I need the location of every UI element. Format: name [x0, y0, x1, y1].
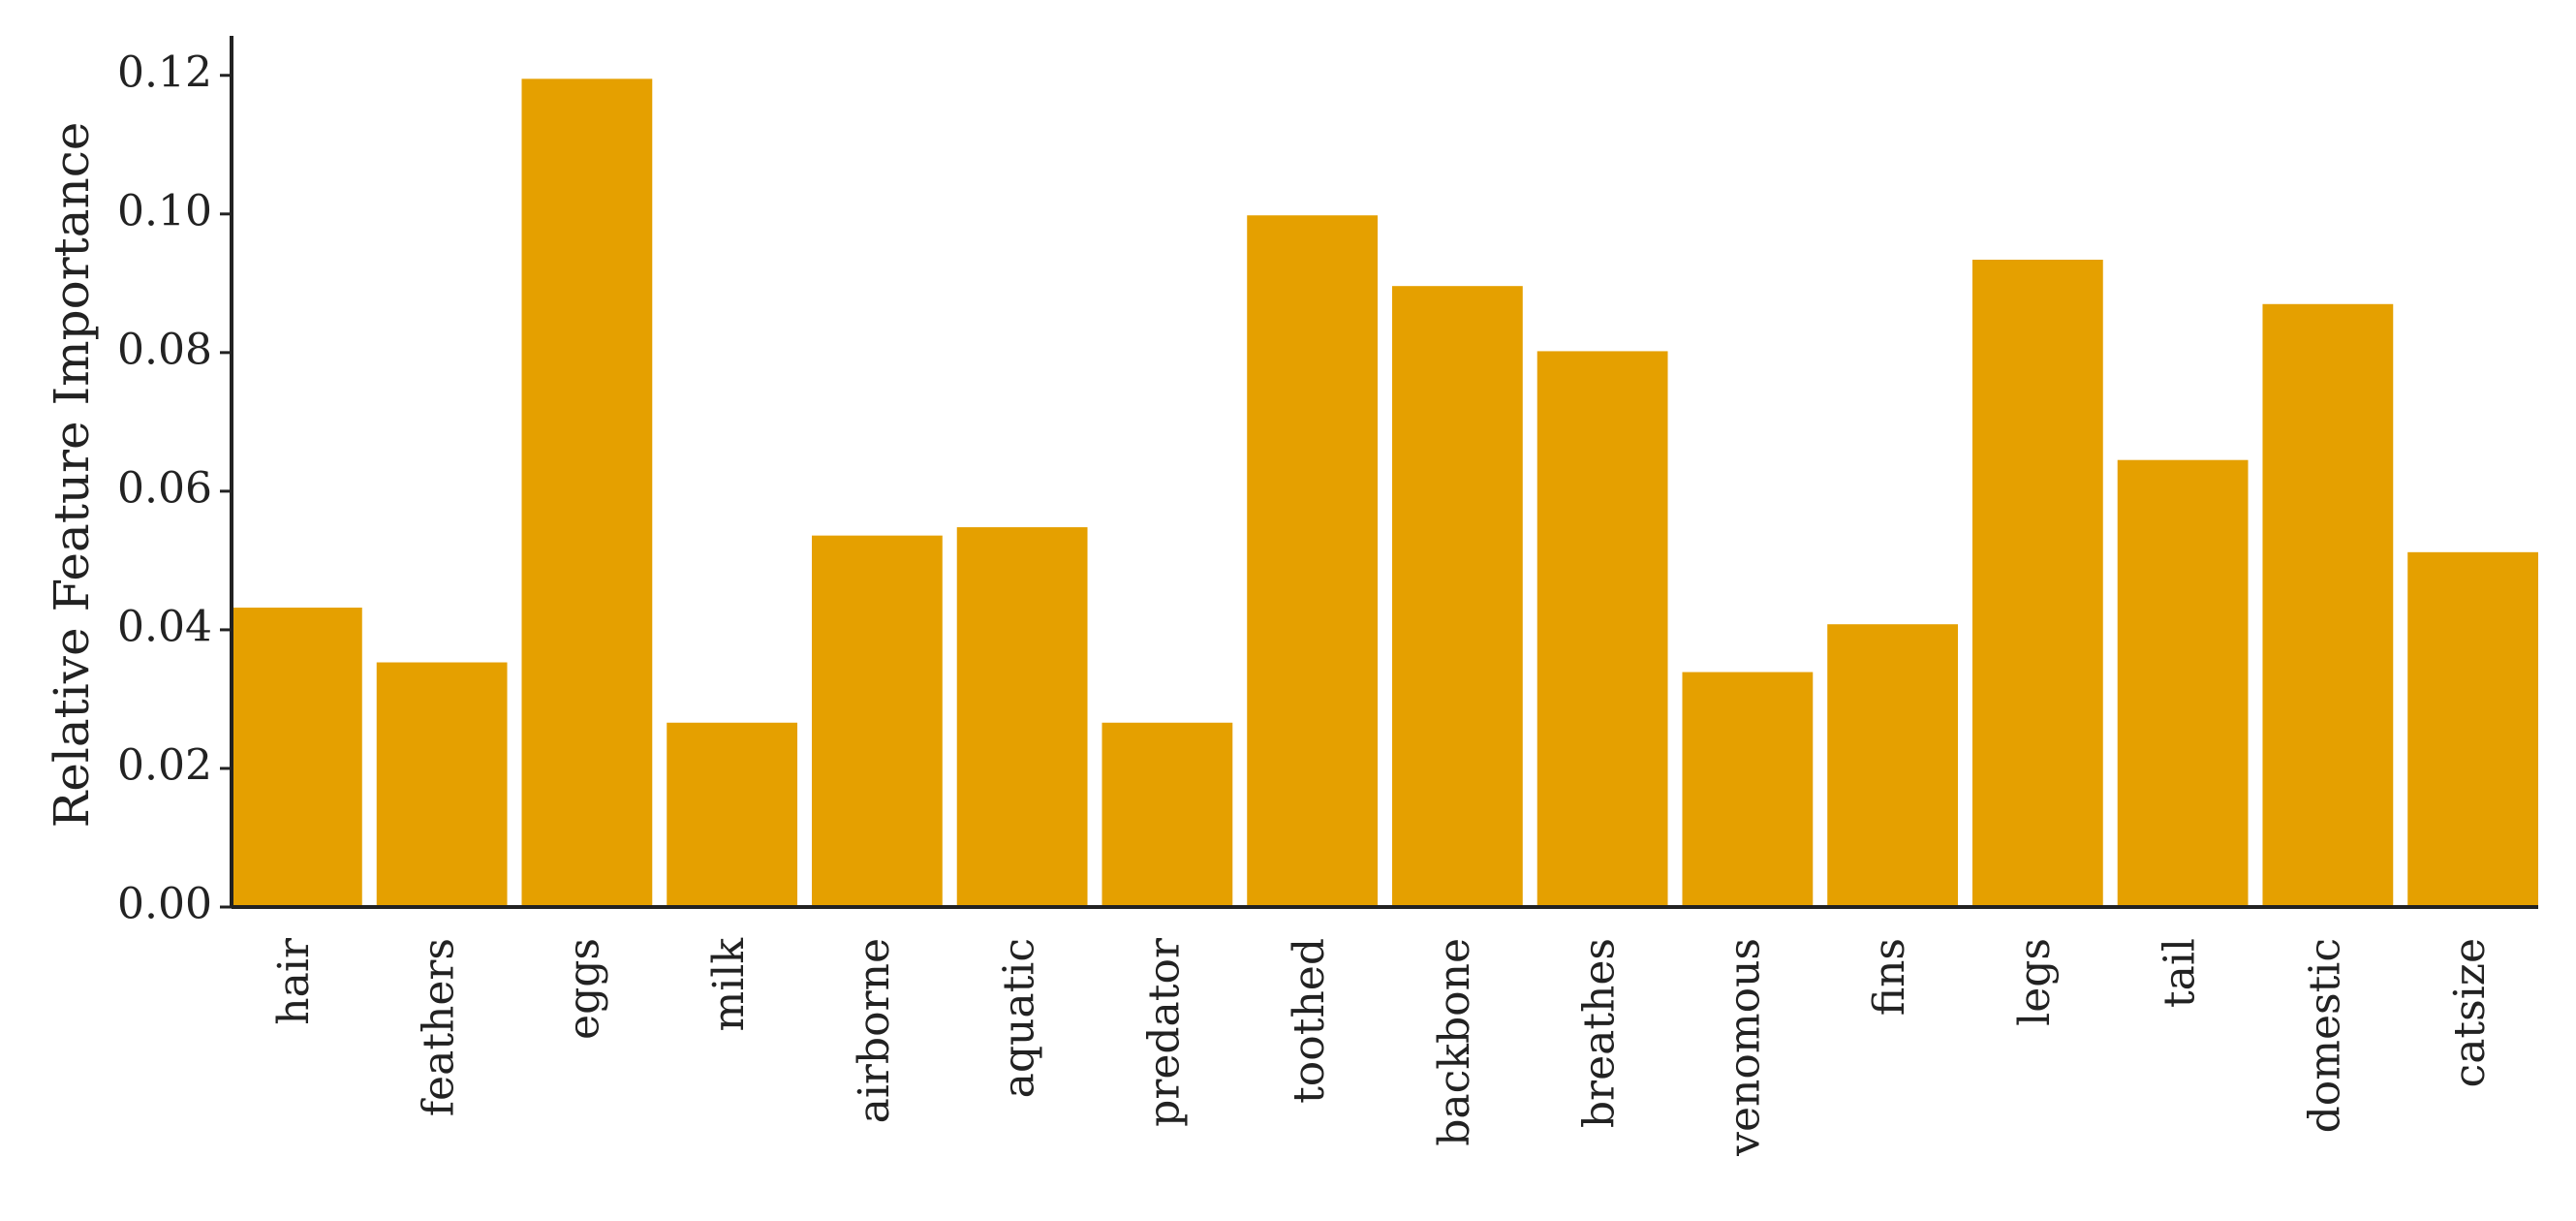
- bar: [521, 78, 653, 907]
- bar: [956, 527, 1088, 907]
- bar: [2262, 303, 2394, 908]
- bar: [2117, 459, 2249, 907]
- x-tick-label: fins: [1865, 938, 1914, 1016]
- bar: [1102, 722, 1233, 907]
- x-tick-label: airborne: [850, 938, 899, 1123]
- x-tick-label: hair: [269, 937, 319, 1025]
- x-tick-label: catsize: [2445, 938, 2495, 1087]
- y-tick-label: 0.02: [117, 740, 212, 790]
- x-tick-label: feathers: [415, 938, 464, 1116]
- x-tick-label: tail: [2156, 938, 2205, 1008]
- y-tick-label: 0.00: [117, 880, 212, 929]
- x-tick-label: aquatic: [995, 938, 1044, 1098]
- bar: [667, 722, 798, 907]
- bar: [376, 662, 508, 907]
- x-tick-label: predator: [1139, 937, 1189, 1127]
- bar: [811, 535, 943, 907]
- x-tick-label: domestic: [2300, 938, 2349, 1133]
- bar: [1536, 351, 1668, 907]
- bar: [1682, 672, 1814, 907]
- x-tick-label: breathes: [1575, 938, 1625, 1128]
- bar: [1827, 624, 1959, 907]
- x-tick-label: toothed: [1285, 938, 1334, 1104]
- y-tick-label: 0.12: [117, 47, 212, 97]
- x-tick-label: backbone: [1430, 938, 1479, 1146]
- bar: [2407, 551, 2538, 907]
- bar: [1391, 286, 1523, 907]
- x-tick-label: venomous: [1720, 938, 1769, 1157]
- x-tick-label: legs: [2010, 938, 2060, 1026]
- bar: [232, 608, 362, 907]
- x-tick-label: milk: [704, 938, 754, 1032]
- y-tick-label: 0.10: [117, 186, 212, 235]
- bar: [1247, 215, 1379, 908]
- y-axis-label: Relative Feature Importance: [44, 122, 100, 829]
- bar: [1971, 260, 2103, 908]
- y-tick-label: 0.04: [117, 602, 212, 651]
- y-tick-label: 0.06: [117, 463, 212, 513]
- y-tick-label: 0.08: [117, 325, 212, 374]
- x-tick-label: eggs: [559, 938, 608, 1040]
